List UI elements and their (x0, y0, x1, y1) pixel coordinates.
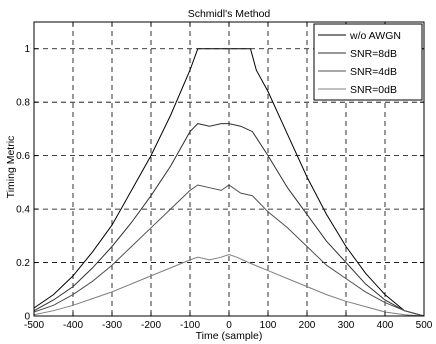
legend-label: w/o AWGN (349, 30, 401, 42)
y-tick-label: 1 (24, 44, 30, 55)
chart-title: Schmidl's Method (188, 8, 271, 20)
x-tick-label: 500 (416, 320, 433, 331)
y-axis-label: Timing Metric (5, 136, 17, 199)
x-tick-label: 300 (338, 320, 355, 331)
x-tick-label: -300 (102, 320, 122, 331)
legend-label: SNR=8dB (350, 48, 397, 60)
series-line-4 (33, 253, 425, 317)
ticks: -500 -400 -300 -200 -100 0 100 200 300 400 500 0 0.2… (16, 22, 433, 331)
series-group (33, 48, 425, 317)
legend: w/o AWGN SNR=8dB SNR=4dB SNR=0dB (313, 23, 423, 101)
x-tick-label: -200 (141, 320, 161, 331)
x-tick-label: 200 (299, 320, 316, 331)
y-tick-label: 0 (24, 312, 30, 323)
y-tick-label: 0.4 (16, 205, 30, 216)
series-line-2 (33, 123, 425, 317)
x-tick-label: 100 (260, 320, 277, 331)
x-tick-label: 400 (377, 320, 394, 331)
series-line-1 (33, 48, 425, 317)
series-line-3 (33, 184, 425, 317)
grid (34, 22, 424, 316)
x-tick-label: -500 (24, 320, 44, 331)
x-tick-label: -400 (63, 320, 83, 331)
x-tick-label: -100 (180, 320, 200, 331)
y-tick-label: 0.2 (16, 258, 30, 269)
x-axis-label: Time (sample) (196, 330, 263, 342)
y-tick-label: 0.8 (16, 98, 30, 109)
x-tick-label: 0 (226, 320, 232, 331)
y-tick-label: 0.6 (16, 151, 30, 162)
legend-label: SNR=0dB (350, 84, 397, 96)
legend-box (313, 23, 423, 101)
legend-label: SNR=4dB (350, 66, 397, 78)
